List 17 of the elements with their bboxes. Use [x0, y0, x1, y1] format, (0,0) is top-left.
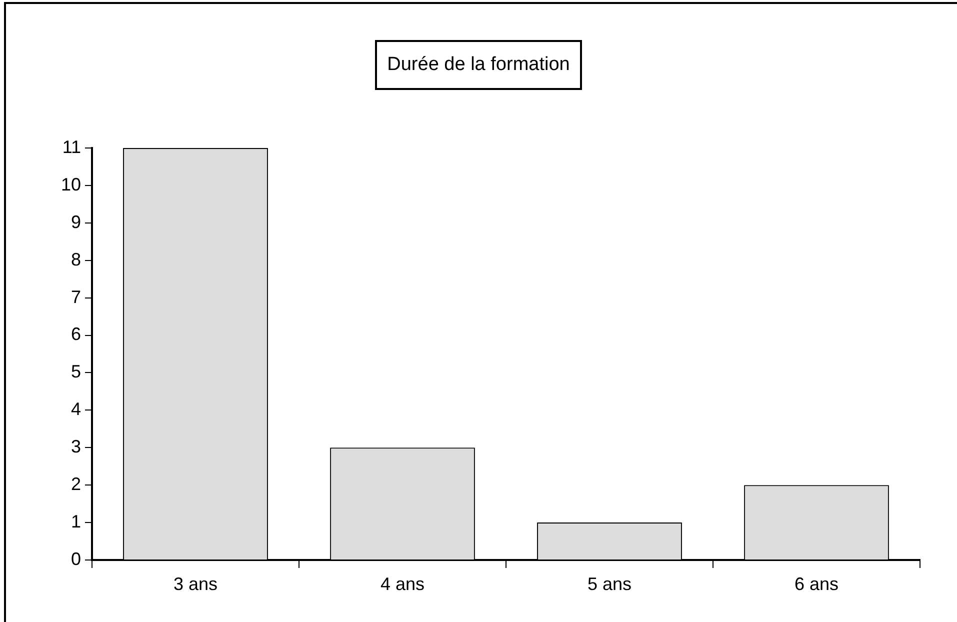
y-tick-label: 3 — [70, 436, 81, 457]
y-tick-label: 8 — [70, 249, 81, 270]
x-tick-label: 4 ans — [380, 574, 425, 594]
y-tick-label: 2 — [70, 474, 81, 494]
y-tick-label: 0 — [70, 548, 81, 569]
x-tick-label: 3 ans — [173, 574, 218, 594]
y-tick-label: 9 — [70, 212, 81, 232]
y-tick-label: 7 — [70, 286, 81, 307]
y-tick-label: 4 — [70, 399, 81, 420]
y-tick-label: 11 — [62, 136, 81, 157]
y-tick-label: 1 — [70, 512, 81, 532]
chart-title: Durée de la formation — [375, 40, 582, 90]
x-tick-label: 5 ans — [587, 574, 632, 594]
y-tick-label: 5 — [70, 362, 81, 382]
y-tick-label: 6 — [70, 324, 81, 344]
x-tick-label: 6 ans — [794, 574, 839, 594]
y-tick-label: 10 — [60, 174, 81, 194]
